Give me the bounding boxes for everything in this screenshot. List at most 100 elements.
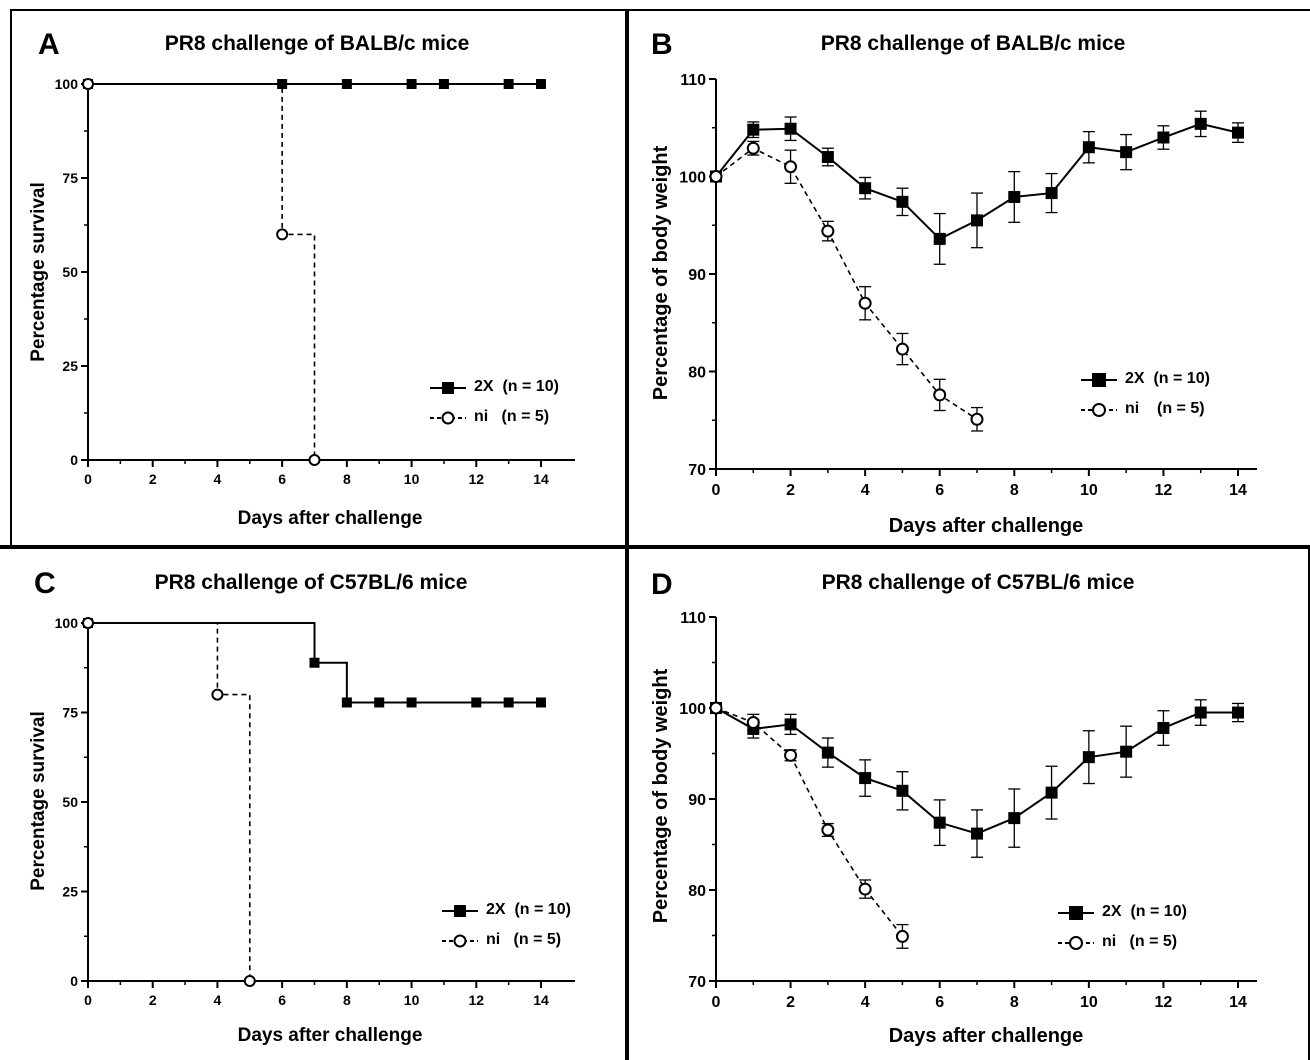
panel-letter: B: [651, 28, 673, 61]
x-tick-label: 2: [149, 992, 157, 1008]
chart-title: PR8 challenge of C57BL/6 mice: [821, 571, 1135, 594]
data-point-ni: [821, 823, 835, 837]
y-tick-label: 100: [679, 701, 706, 718]
data-point-2x: [784, 718, 797, 731]
x-tick-label: 2: [786, 994, 795, 1011]
series-line-2x: [88, 622, 541, 704]
x-axis-label: Days after challenge: [889, 1025, 1084, 1047]
legend-item-2x: 2X (n = 10): [1058, 899, 1187, 929]
x-tick-label: 10: [1080, 994, 1098, 1011]
data-point-ni: [709, 170, 723, 183]
border-right-lower: [1308, 547, 1310, 1060]
x-tick-label: 12: [468, 471, 484, 487]
x-tick-label: 4: [861, 482, 870, 499]
x-tick-label: 10: [404, 992, 420, 1008]
x-tick-label: 10: [404, 471, 420, 487]
data-point-2x: [1232, 126, 1244, 139]
data-point-2x: [406, 697, 417, 708]
data-point-ni: [933, 388, 947, 402]
body-weight-chart: Days after challenge Percentage of body …: [650, 610, 1257, 1047]
filled-square-marker-icon: [1081, 373, 1117, 387]
data-point-ni: [82, 617, 94, 629]
data-point-2x: [374, 697, 385, 708]
x-tick-label: 4: [861, 994, 870, 1011]
y-tick-label: 75: [62, 170, 78, 186]
y-axis-label: Percentage of body weight: [650, 668, 672, 923]
open-circle-marker-icon: [1058, 936, 1094, 950]
y-tick-label: 100: [679, 169, 706, 186]
chart-title: PR8 challenge of BALB/c mice: [164, 32, 470, 55]
data-point-2x: [747, 123, 760, 136]
y-tick-label: 50: [62, 794, 78, 810]
open-circle-marker-icon: [1081, 403, 1117, 417]
data-point-2x: [1008, 812, 1021, 825]
data-point-ni: [709, 701, 723, 715]
filled-square-marker-icon: [442, 905, 478, 917]
panel-d: D PR8 challenge of C57BL/6 mice Days aft…: [629, 549, 1308, 1060]
x-tick-label: 12: [468, 992, 484, 1008]
x-tick-label: 14: [533, 471, 549, 487]
y-tick-label: 110: [680, 72, 706, 89]
open-circle-marker-icon: [430, 411, 466, 425]
data-point-2x: [1008, 190, 1021, 203]
data-point-2x: [1157, 722, 1170, 735]
x-tick-label: 2: [149, 471, 157, 487]
divider-vertical: [625, 9, 629, 1060]
data-point-2x: [821, 746, 834, 759]
data-point-2x: [503, 697, 514, 708]
chart-title: PR8 challenge of C57BL/6 mice: [154, 571, 468, 594]
y-axis-label: Percentage survival: [28, 711, 49, 891]
x-axis-label: Days after challenge: [238, 508, 423, 529]
x-tick-label: 8: [343, 471, 351, 487]
data-point-ni: [970, 412, 984, 426]
legend-label: ni (n = 5): [1125, 400, 1205, 417]
survival-chart: Days after challenge Percentage survival…: [28, 76, 575, 529]
data-point-2x: [341, 79, 352, 89]
data-point-2x: [971, 827, 983, 840]
divider-horizontal: [0, 545, 1310, 549]
y-tick-label: 75: [62, 705, 78, 721]
y-tick-label: 100: [55, 615, 79, 631]
data-point-ni: [784, 160, 798, 174]
y-axis-label: Percentage survival: [28, 182, 49, 362]
x-tick-label: 0: [84, 992, 92, 1008]
data-point-2x: [341, 697, 352, 708]
data-point-2x: [896, 195, 909, 208]
legend-label: ni (n = 5): [474, 408, 550, 425]
y-tick-label: 0: [70, 452, 78, 468]
legend: 2X (n = 10) ni (n = 5): [1081, 366, 1210, 426]
data-point-ni: [858, 882, 872, 896]
series-line-ni: [715, 707, 904, 937]
x-tick-label: 8: [1010, 994, 1019, 1011]
data-point-ni: [784, 748, 798, 762]
x-tick-label: 12: [1155, 994, 1173, 1011]
data-point-ni: [276, 228, 289, 241]
y-tick-label: 90: [688, 267, 706, 284]
legend-label: ni (n = 5): [486, 931, 562, 948]
data-point-2x: [309, 657, 320, 668]
y-tick-label: 25: [62, 358, 78, 374]
survival-chart: Days after challenge Percentage survival…: [28, 615, 575, 1046]
x-tick-label: 8: [343, 992, 351, 1008]
panel-a: A PR8 challenge of BALB/c mice Days afte…: [0, 0, 625, 545]
legend-label: ni (n = 5): [1102, 933, 1178, 950]
data-point-2x: [933, 816, 946, 829]
open-circle-marker-icon: [442, 934, 478, 948]
legend-item-ni: ni (n = 5): [1058, 929, 1177, 959]
panel-letter: D: [651, 568, 673, 601]
x-tick-label: 14: [1229, 994, 1247, 1011]
data-point-2x: [859, 182, 872, 195]
data-point-ni: [821, 224, 835, 238]
x-tick-label: 0: [712, 994, 721, 1011]
series-line-ni: [715, 147, 978, 420]
legend-item-2x: 2X (n = 10): [1081, 366, 1210, 396]
legend: 2X (n = 10) ni (n = 5): [430, 374, 559, 434]
filled-square-marker-icon: [430, 382, 466, 394]
data-point-2x: [933, 232, 946, 245]
data-point-2x: [1194, 706, 1207, 719]
filled-square-marker-icon: [1058, 906, 1094, 920]
legend-item-ni: ni (n = 5): [1081, 396, 1205, 426]
legend: 2X (n = 10) ni (n = 5): [442, 897, 571, 957]
x-tick-label: 4: [214, 992, 222, 1008]
